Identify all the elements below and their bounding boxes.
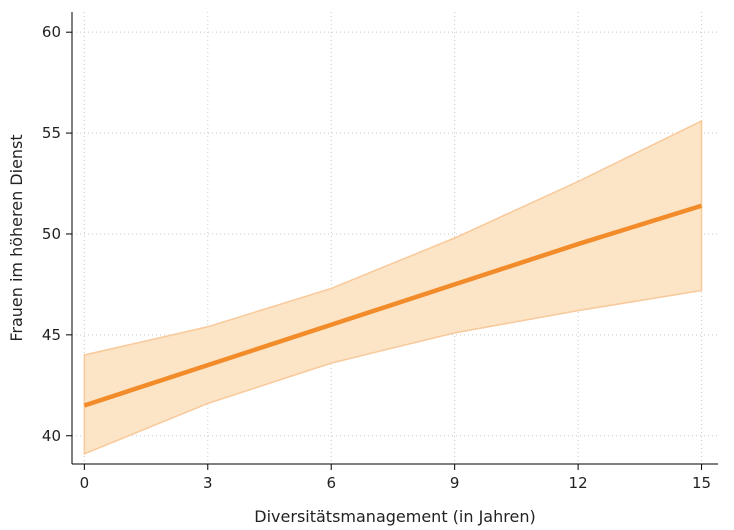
x-tick-label-5: 15: [692, 474, 711, 492]
y-tick-label-1: 45: [42, 326, 61, 344]
x-tick-label-0: 0: [80, 474, 90, 492]
x-tick-label-2: 6: [326, 474, 336, 492]
series-group: [83, 203, 703, 408]
axes: [71, 12, 718, 465]
y-axis-ticks: 40 45 50 55 60: [42, 23, 72, 445]
y-tick-label-0: 40: [42, 427, 61, 445]
x-tick-label-4: 12: [569, 474, 588, 492]
y-tick-label-4: 60: [42, 23, 61, 41]
x-axis-title: Diversitätsmanagement (in Jahren): [254, 507, 535, 526]
series-line: [83, 203, 703, 408]
y-tick-label-3: 55: [42, 124, 61, 142]
confidence-band-group: [83, 119, 703, 456]
y-tick-label-2: 50: [42, 225, 61, 243]
x-tick-label-1: 3: [203, 474, 213, 492]
x-axis-ticks: 0 3 6 9 12 15: [80, 464, 711, 492]
y-axis-title: Frauen im höheren Dienst: [7, 134, 26, 341]
confidence-band: [83, 119, 703, 456]
x-tick-label-3: 9: [450, 474, 460, 492]
